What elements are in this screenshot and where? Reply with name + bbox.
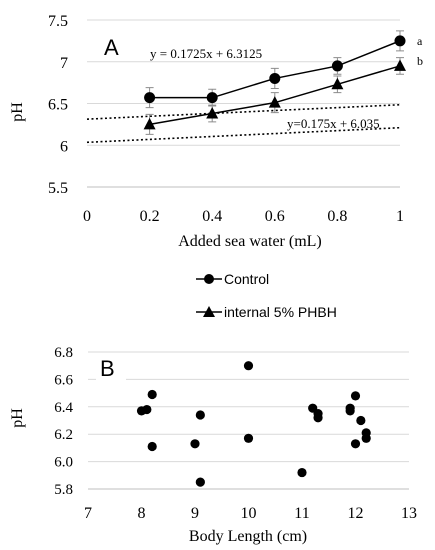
panel-b-point-18 — [356, 415, 366, 426]
panel-b-x-tick-12: 12 — [348, 505, 364, 522]
phbh-significance-letter: b — [417, 54, 423, 68]
panel-b-point-9 — [243, 433, 254, 443]
panel-a-x-tick-0: 0 — [83, 208, 91, 225]
phbh-point-4 — [331, 77, 344, 90]
panel-a-error-bars — [145, 30, 404, 135]
control-point-5 — [394, 35, 406, 47]
panel-b-y-tick-6-0: 6.0 — [54, 455, 73, 471]
phbh-point-1 — [143, 117, 156, 130]
phbh-trendline — [86, 126, 401, 144]
panel-a-x-tick-0-6: 0.6 — [265, 208, 285, 225]
panel-b-y-tick-5-8: 5.8 — [54, 482, 73, 498]
panel-b-point-3 — [147, 389, 157, 400]
panel-a-gridlines — [87, 19, 400, 146]
panel-b-x-axis-label: Body Length (cm) — [189, 528, 307, 545]
panel-b-x-tick-10: 10 — [241, 505, 257, 522]
control-point-3 — [269, 72, 281, 84]
panel-b-point-8 — [243, 361, 254, 371]
panel-a-x-axis-label: Added sea water (mL) — [178, 233, 322, 250]
panel-b-x-tick-7: 7 — [84, 505, 92, 522]
panel-a-x-tick-1: 1 — [396, 208, 404, 225]
phbh-point-5 — [394, 59, 406, 71]
panel-b-point-2 — [142, 404, 152, 415]
phbh-trendline-equation: y=0.175x + 6.035 — [287, 116, 380, 131]
panel-a-y-tick-5-5: 5.5 — [48, 180, 68, 197]
control-point-2 — [206, 92, 218, 104]
panel-b-point-16 — [350, 391, 361, 401]
panel-a-x-tick-0-2: 0.2 — [140, 208, 160, 225]
panel-a-label-box — [100, 32, 130, 60]
control-trendline — [86, 103, 401, 120]
panel-b-point-13 — [313, 413, 323, 423]
panel-b-label: B — [100, 356, 115, 381]
panel-a-label: A — [104, 35, 119, 60]
control-point-1 — [144, 92, 156, 104]
panel-b-y-tick-6-2: 6.2 — [54, 427, 73, 443]
panel-b-point-20 — [361, 433, 371, 443]
panel-b-point-10 — [297, 467, 307, 478]
panel-b-y-tick-labels: 5.8 6.0 6.2 6.4 6.6 6.8 — [54, 345, 73, 498]
panel-a-chart: 0 0.2 0.4 0.6 0.8 1 5.5 6 6.5 7 7.5 A y = 0.1725x… — [9, 13, 423, 250]
legend-control-label: Control — [224, 271, 269, 287]
panel-b-point-5 — [190, 439, 200, 449]
phbh-point-3 — [268, 96, 281, 108]
panel-a-trendlines — [86, 103, 401, 144]
panel-b-x-tick-labels: 7 8 9 10 11 12 13 — [84, 505, 417, 522]
panel-b-point-7 — [195, 477, 205, 487]
panel-b-x-tick-8: 8 — [138, 505, 146, 522]
panel-b-x-tick-9: 9 — [191, 505, 199, 522]
panel-b-y-tick-6-4: 6.4 — [54, 400, 73, 416]
panel-b-point-15 — [345, 403, 355, 413]
panel-b-points — [136, 361, 371, 487]
control-trendline-equation: y = 0.1725x + 6.3125 — [150, 46, 262, 61]
legend-item-control: Control — [196, 271, 269, 287]
panel-a-x-tick-0-8: 0.8 — [327, 208, 347, 225]
legend: Control internal 5% PHBH — [196, 271, 337, 320]
panel-b-chart: 7 8 9 10 11 12 13 5.8 6.0 6.2 6.4 6.6 6.8 B pH Body… — [9, 345, 417, 545]
panel-b-y-tick-6-6: 6.6 — [54, 372, 73, 388]
control-significance-letter: a — [417, 34, 423, 48]
legend-item-phbh: internal 5% PHBH — [196, 304, 337, 320]
panel-b-x-tick-11: 11 — [294, 505, 309, 522]
panel-b-point-6 — [195, 410, 205, 420]
panel-b-x-tick-13: 13 — [401, 505, 417, 522]
panel-a-y-tick-7: 7 — [60, 55, 68, 72]
phbh-point-2 — [206, 107, 219, 119]
panel-b-label-box — [96, 353, 126, 381]
panel-a-y-tick-labels: 5.5 6 6.5 7 7.5 — [48, 13, 68, 197]
panel-a-y-axis-label: pH — [9, 102, 26, 122]
legend-control-marker-icon — [204, 274, 214, 284]
panel-b-point-17 — [350, 439, 361, 449]
panel-a-y-tick-6: 6 — [60, 138, 68, 155]
legend-phbh-marker-icon — [203, 306, 215, 317]
panel-a-y-tick-7-5: 7.5 — [48, 13, 68, 30]
panel-a-x-tick-labels: 0 0.2 0.4 0.6 0.8 1 — [83, 208, 404, 225]
panel-a-x-tick-0-4: 0.4 — [202, 208, 222, 225]
control-point-4 — [331, 60, 343, 72]
panel-a-markers — [143, 35, 406, 130]
panel-b-y-axis-label: pH — [9, 408, 26, 428]
legend-phbh-label: internal 5% PHBH — [224, 304, 337, 320]
panel-b-y-tick-6-8: 6.8 — [54, 345, 73, 361]
panel-a-y-tick-6-5: 6.5 — [48, 97, 68, 114]
panel-b-point-4 — [147, 441, 157, 452]
